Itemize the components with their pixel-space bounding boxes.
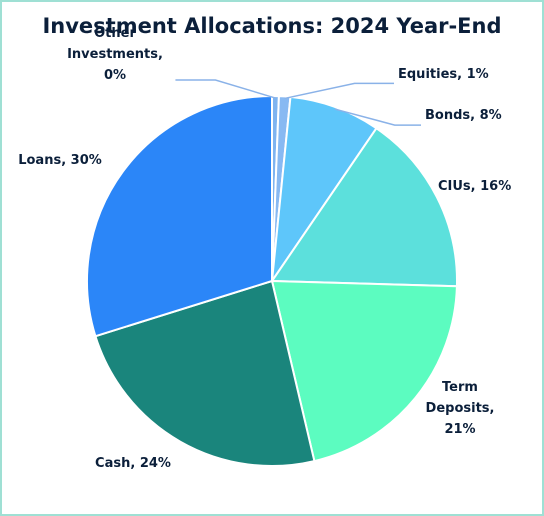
pie-slice-cash	[94, 279, 316, 467]
slice-label-term-deposits: Term Deposits, 21%	[426, 380, 495, 437]
pie-slice-loans	[86, 94, 273, 338]
slice-label-loans: Loans, 30%	[18, 153, 102, 168]
pie-slice-term-deposits	[270, 279, 458, 463]
slice-label-cius: CIUs, 16%	[438, 179, 511, 194]
chart-title: Investment Allocations: 2024 Year-End	[42, 14, 502, 38]
slice-label-bonds: Bonds, 8%	[425, 108, 502, 123]
leader-line-equities	[284, 82, 394, 100]
leader-line-bonds	[334, 108, 421, 126]
slice-label-equities: Equities, 1%	[398, 67, 489, 82]
pie-slice-cius	[270, 126, 458, 288]
slice-label-other-investments: Other Investments, 0%	[67, 26, 163, 83]
leader-line-other-investments	[175, 79, 276, 99]
slice-label-cash: Cash, 24%	[95, 456, 171, 471]
